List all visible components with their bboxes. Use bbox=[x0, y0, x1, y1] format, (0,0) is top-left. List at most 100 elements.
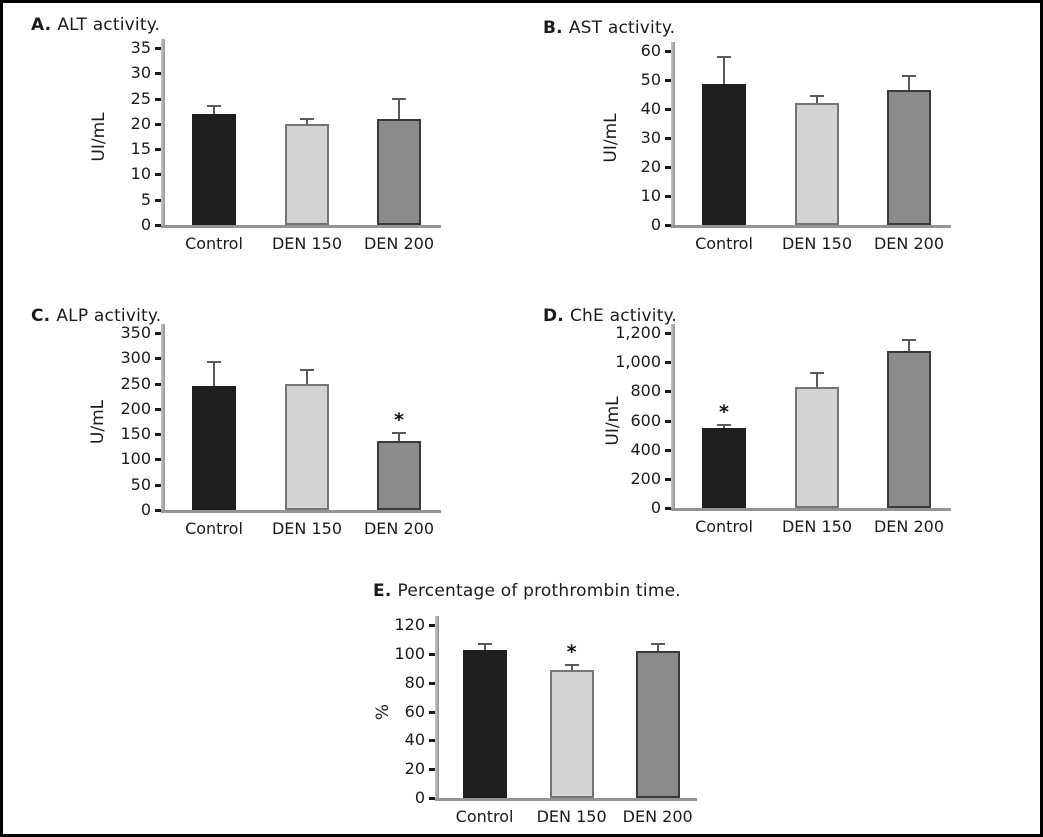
error-bar-cap bbox=[902, 74, 916, 77]
error-bar bbox=[816, 95, 818, 104]
y-tick-label: 200 bbox=[120, 398, 151, 418]
y-tick-label: 40 bbox=[404, 730, 425, 750]
y-tick-mark bbox=[155, 122, 161, 126]
error-bar bbox=[656, 644, 659, 651]
y-tick-label: 300 bbox=[120, 348, 151, 368]
x-category-label: Control bbox=[455, 807, 514, 826]
error-bar-cap bbox=[717, 55, 731, 58]
x-axis-baseline bbox=[161, 225, 441, 228]
y-tick-label: 80 bbox=[404, 672, 425, 692]
y-tick-label: 0 bbox=[650, 215, 661, 234]
x-category-label: DEN 200 bbox=[363, 234, 435, 253]
panel-letter: C. bbox=[31, 306, 51, 326]
panel-title-text: ALT activity. bbox=[57, 15, 161, 35]
y-tick-label: 5 bbox=[140, 189, 151, 209]
panel-title-text: AST activity. bbox=[568, 18, 676, 38]
y-tick-label: 0 bbox=[140, 215, 151, 234]
panel-letter: A. bbox=[31, 15, 52, 35]
y-tick-mark bbox=[155, 483, 161, 487]
error-bar bbox=[213, 106, 215, 114]
error-bar-cap bbox=[300, 368, 314, 371]
error-bar bbox=[723, 425, 725, 429]
bar-den-150 bbox=[795, 386, 839, 508]
y-tick-label: 30 bbox=[640, 128, 661, 147]
x-category-label: DEN 150 bbox=[781, 517, 853, 536]
bar-den-150 bbox=[285, 123, 329, 225]
y-tick-label: 800 bbox=[630, 381, 661, 401]
error-bar bbox=[908, 75, 910, 91]
y-tick-mark bbox=[665, 507, 671, 510]
y-tick-label: 20 bbox=[640, 157, 661, 176]
y-tick-mark bbox=[155, 332, 161, 335]
significance-asterisk: * bbox=[719, 401, 729, 424]
chart-panel-che-activity: D. ChE activity. UI/mL 0 200 400 600 800 1,000 1… bbox=[543, 306, 971, 553]
y-tick-mark bbox=[155, 433, 161, 437]
significance-asterisk: * bbox=[566, 640, 577, 663]
error-bar bbox=[483, 643, 486, 650]
y-tick-label: 50 bbox=[130, 474, 151, 494]
error-bar-cap bbox=[650, 643, 665, 646]
y-axis-line bbox=[671, 324, 675, 508]
bar-control bbox=[192, 113, 236, 225]
y-tick-mark bbox=[155, 407, 161, 411]
x-category-label: DEN 200 bbox=[622, 807, 693, 826]
x-category-label: Control bbox=[185, 234, 243, 253]
y-tick-label: 30 bbox=[130, 63, 151, 83]
y-tick-mark bbox=[155, 97, 161, 101]
panel-title-text: ALP activity. bbox=[56, 306, 162, 326]
y-tick-mark bbox=[665, 448, 671, 452]
y-tick-label: 0 bbox=[140, 500, 151, 519]
error-bar bbox=[723, 56, 725, 85]
y-tick-label: 10 bbox=[640, 186, 661, 205]
y-tick-mark bbox=[429, 739, 435, 743]
y-tick-mark bbox=[155, 382, 161, 386]
y-tick-label: 10 bbox=[130, 164, 151, 184]
y-tick-label: 15 bbox=[130, 139, 151, 159]
chart-panel-prothrombin-time: E. Percentage of prothrombin time. % 0 20 40… bbox=[373, 581, 717, 834]
y-tick-label: 1,200 bbox=[615, 323, 661, 342]
y-tick-mark bbox=[155, 509, 161, 512]
bar-control bbox=[192, 386, 236, 510]
error-bar-cap bbox=[392, 97, 406, 100]
y-tick-label: 20 bbox=[130, 113, 151, 133]
y-axis-line bbox=[161, 324, 165, 510]
chart-title: C. ALP activity. bbox=[31, 306, 461, 326]
panel-letter: B. bbox=[543, 18, 563, 38]
y-axis-line bbox=[435, 616, 439, 798]
x-category-label: DEN 200 bbox=[873, 517, 945, 536]
y-tick-label: 200 bbox=[630, 468, 661, 488]
x-axis-baseline bbox=[435, 798, 697, 801]
error-bar-cap bbox=[564, 663, 579, 666]
x-category-label: DEN 150 bbox=[781, 234, 853, 253]
y-tick-mark bbox=[155, 47, 161, 50]
bar-den-200 bbox=[377, 118, 421, 225]
x-category-label: DEN 150 bbox=[271, 519, 343, 538]
y-tick-mark bbox=[429, 681, 435, 685]
y-tick-mark bbox=[665, 79, 671, 82]
error-bar bbox=[306, 369, 308, 384]
error-bar-cap bbox=[207, 361, 221, 364]
chart-title: B. AST activity. bbox=[543, 18, 971, 38]
y-tick-mark bbox=[665, 108, 671, 111]
y-tick-mark bbox=[429, 624, 435, 627]
y-tick-mark bbox=[665, 166, 671, 169]
error-bar-cap bbox=[207, 105, 221, 108]
y-tick-label: 100 bbox=[120, 449, 151, 469]
y-tick-label: 0 bbox=[650, 498, 661, 517]
y-tick-mark bbox=[155, 357, 161, 361]
bar-den-200 bbox=[635, 650, 680, 798]
y-tick-label: 40 bbox=[640, 99, 661, 118]
error-bar-cap bbox=[717, 424, 731, 427]
y-tick-mark bbox=[155, 148, 161, 152]
panel-letter: E. bbox=[373, 581, 392, 601]
error-bar-cap bbox=[810, 94, 824, 97]
y-tick-mark bbox=[665, 137, 671, 140]
error-bar bbox=[816, 373, 818, 387]
x-category-label: Control bbox=[695, 517, 753, 536]
chart-plot-area: UI/mL 0 200 400 600 800 1,000 1,200 * Control DEN … bbox=[543, 323, 971, 550]
y-tick-label: 150 bbox=[120, 424, 151, 444]
y-tick-label: 1,000 bbox=[615, 352, 661, 372]
error-bar bbox=[306, 118, 308, 124]
chart-title: A. ALT activity. bbox=[31, 15, 461, 35]
